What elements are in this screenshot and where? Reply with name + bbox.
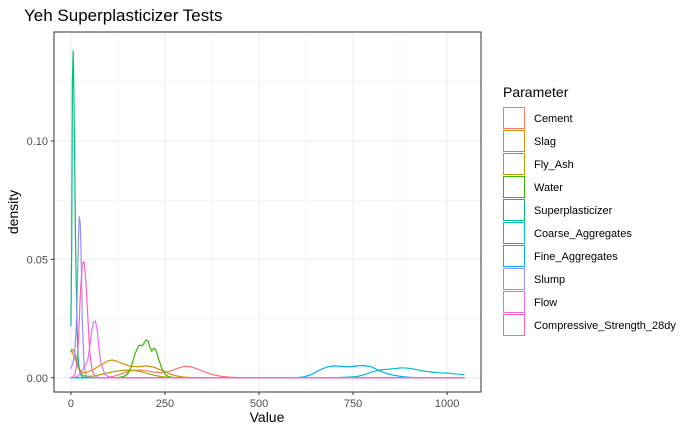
x-tick-label: 0 — [68, 398, 74, 410]
legend-key — [503, 130, 525, 152]
legend-key — [503, 107, 525, 129]
chart-title: Yeh Superplasticizer Tests — [24, 6, 222, 25]
legend-label: Water — [534, 182, 563, 194]
y-tick-label: 0.00 — [27, 373, 48, 385]
legend-item-superplasticizer: Superplasticizer — [503, 199, 613, 221]
y-axis-title: density — [5, 190, 21, 234]
legend-label: Fly_Ash — [534, 159, 574, 171]
series-line-coarse-aggregates — [70, 367, 465, 379]
x-tick-label: 1000 — [435, 398, 459, 410]
legend-item-fly-ash: Fly_Ash — [503, 153, 574, 175]
legend-key — [503, 199, 525, 221]
y-tick-label: 0.10 — [27, 136, 48, 148]
x-tick-label: 500 — [250, 398, 268, 410]
legend-key — [503, 153, 525, 175]
legend-key — [503, 245, 525, 267]
legend-key — [503, 314, 525, 336]
legend-key — [503, 222, 525, 244]
legend-title: Parameter — [503, 84, 569, 100]
legend-item-flow: Flow — [503, 291, 557, 313]
x-axis: 0 250 500 750 1000 — [68, 392, 459, 410]
legend-label: Compressive_Strength_28dy — [534, 320, 676, 332]
legend-item-fine-aggregates: Fine_Aggregates — [503, 245, 618, 267]
legend-key — [503, 176, 525, 198]
legend-label: Slag — [534, 136, 556, 148]
x-tick-label: 250 — [156, 398, 174, 410]
y-tick-label: 0.05 — [27, 254, 48, 266]
legend-label: Cement — [534, 113, 573, 125]
x-tick-label: 750 — [344, 398, 362, 410]
legend-item-cement: Cement — [503, 107, 573, 129]
series-line-compressive-strength-28dy — [70, 261, 465, 379]
legend-key — [503, 268, 525, 290]
series-lines — [70, 50, 465, 379]
y-axis: 0.00 0.05 0.10 — [27, 136, 54, 385]
legend-item-compressive-strength-28dy: Compressive_Strength_28dy — [503, 314, 676, 336]
legend-label: Coarse_Aggregates — [534, 228, 632, 240]
legend-item-water: Water — [503, 176, 563, 198]
legend-item-slag: Slag — [503, 130, 556, 152]
legend-label: Flow — [534, 297, 557, 309]
legend-label: Superplasticizer — [534, 205, 613, 217]
legend-label: Slump — [534, 274, 565, 286]
legend-label: Fine_Aggregates — [534, 251, 618, 263]
legend: Parameter Cement Slag Fly_Ash Water Superpla… — [503, 84, 676, 336]
legend-key — [503, 291, 525, 313]
plot-panel — [54, 32, 481, 392]
legend-item-coarse-aggregates: Coarse_Aggregates — [503, 222, 632, 244]
x-axis-title: Value — [250, 409, 285, 425]
legend-item-slump: Slump — [503, 268, 565, 290]
plot-border — [53, 31, 482, 393]
